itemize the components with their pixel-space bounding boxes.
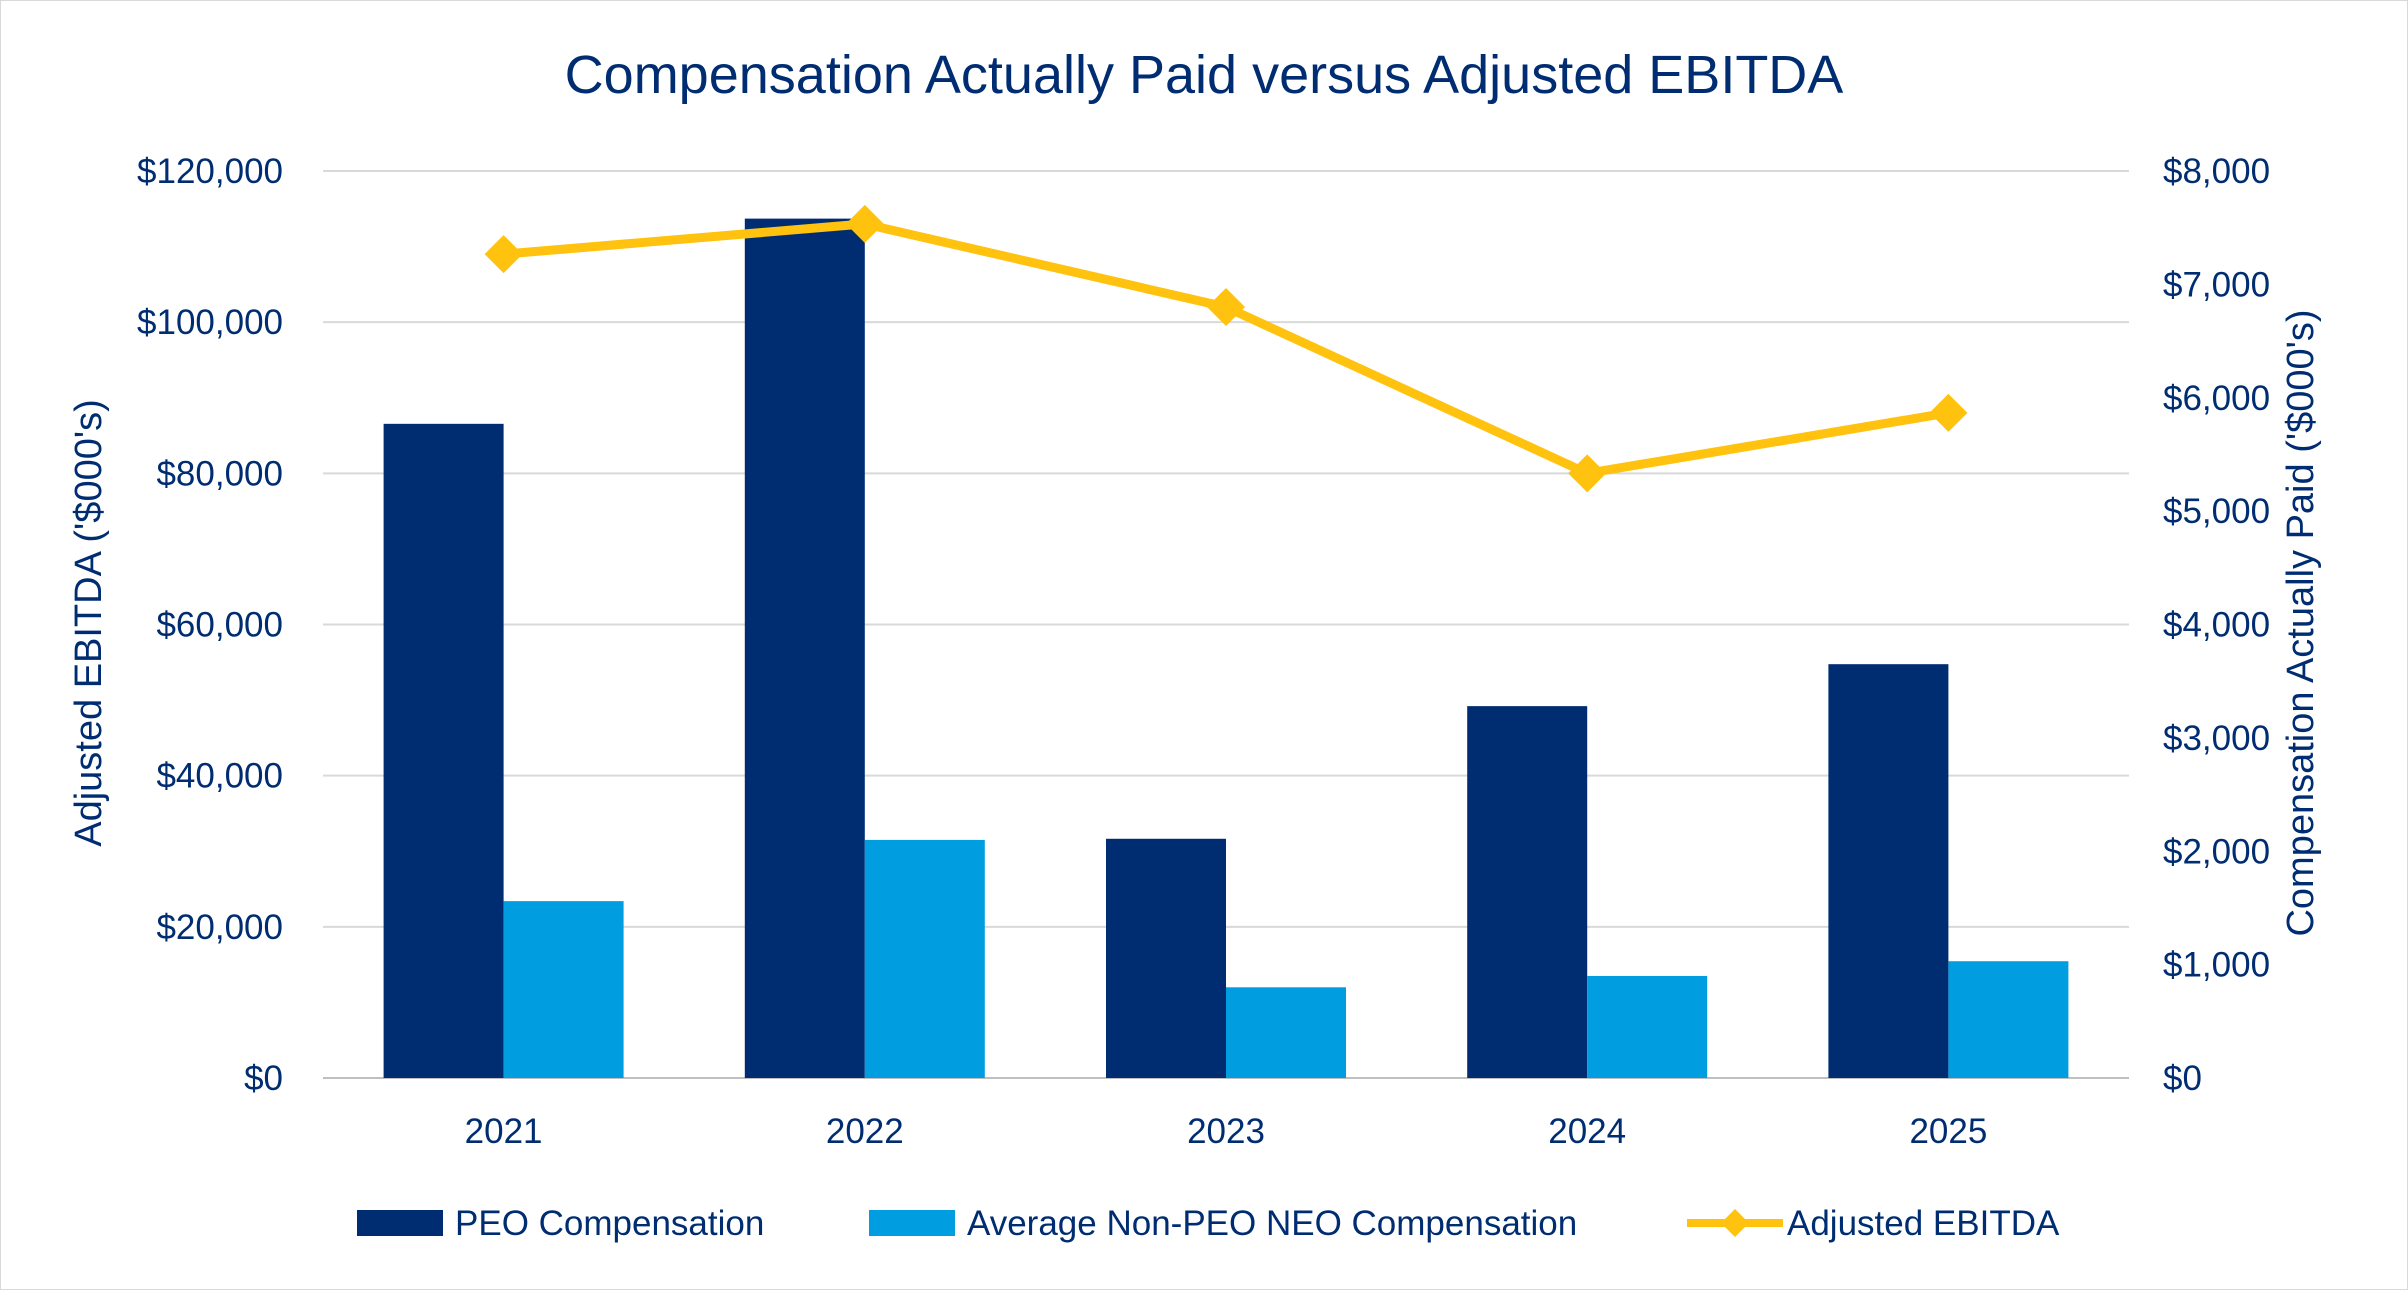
legend-neo-swatch	[869, 1210, 955, 1236]
y-right-tick-label: $7,000	[2163, 265, 2270, 304]
legend-neo-label: Average Non-PEO NEO Compensation	[967, 1204, 1577, 1243]
y-left-tick-label: $80,000	[156, 454, 283, 493]
y-left-axis-title: Adjusted EBITDA ('$000's)	[68, 399, 110, 847]
neo-compensation-bar	[864, 839, 985, 1078]
neo-compensation-bar	[1226, 987, 1346, 1078]
legend: PEO Compensation Average Non-PEO NEO Comp…	[357, 1204, 2060, 1243]
ebitda-marker	[845, 204, 884, 243]
peo-compensation-bar	[744, 218, 865, 1078]
peo-compensation-bar	[1828, 664, 1949, 1078]
y-left-tick-label: $100,000	[137, 303, 283, 342]
y-left-tick-label: $20,000	[156, 908, 283, 947]
ebitda-marker	[1207, 288, 1245, 327]
y-left-tick-label: $120,000	[137, 152, 283, 191]
bars	[383, 218, 2069, 1078]
ebitda-line	[503, 219, 1950, 478]
ebitda-marker	[484, 235, 523, 274]
y-right-tick-label: $2,000	[2163, 832, 2270, 871]
y-left-tick-label: $0	[244, 1059, 283, 1098]
x-tick-label: 2025	[1909, 1112, 1987, 1151]
legend-ebitda-label: Adjusted EBITDA	[1787, 1204, 2060, 1243]
y-right-tick-label: $0	[2163, 1059, 2202, 1098]
x-tick-label: 2023	[1187, 1112, 1265, 1151]
y-right-axis-title: Compensation Actually Paid ('$000's)	[2280, 309, 2322, 936]
y-left-tick-label: $40,000	[156, 757, 283, 796]
ebitda-line-layer	[484, 204, 1968, 493]
y-right-tick-label: $8,000	[2163, 152, 2270, 191]
neo-compensation-bar	[1587, 975, 1708, 1078]
y-left-tick-label: $60,000	[156, 606, 283, 645]
x-tick-label: 2024	[1548, 1112, 1626, 1151]
legend-peo-swatch	[357, 1210, 443, 1236]
y-right-tick-label: $1,000	[2163, 946, 2270, 985]
ebitda-marker	[1929, 393, 1968, 432]
x-tick-label: 2022	[826, 1112, 904, 1151]
peo-compensation-bar	[1106, 838, 1226, 1078]
neo-compensation-bar	[503, 901, 624, 1078]
chart-title: Compensation Actually Paid versus Adjust…	[565, 45, 1844, 105]
y-right-tick-label: $5,000	[2163, 492, 2270, 531]
legend-peo-label: PEO Compensation	[455, 1204, 764, 1243]
legend-ebitda-swatch-marker	[1721, 1209, 1749, 1237]
y-right-tick-label: $6,000	[2163, 379, 2270, 418]
x-tick-label: 2021	[465, 1112, 543, 1151]
neo-compensation-bar	[1948, 961, 2069, 1078]
peo-compensation-bar	[1467, 706, 1588, 1078]
y-right-tick-label: $3,000	[2163, 719, 2270, 758]
y-right-tick-label: $4,000	[2163, 606, 2270, 645]
axis-ticks: $0 $20,000 $40,000 $60,000 $80,000 $100,000 $1…	[137, 152, 2270, 1151]
peo-compensation-bar	[383, 423, 504, 1078]
ebitda-marker	[1568, 454, 1607, 493]
